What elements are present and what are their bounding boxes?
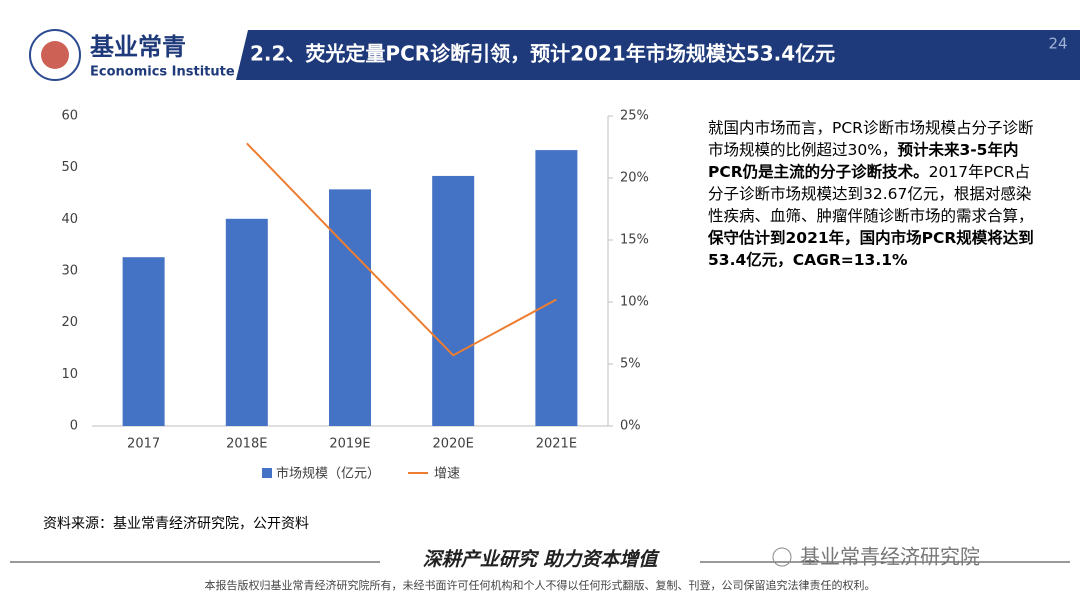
- bar: [225, 218, 268, 426]
- watermark: 基业常青经济研究院: [800, 545, 980, 569]
- y-tick-label: 40: [61, 212, 78, 227]
- text-run: 预计未来3-5年内PCR仍是主流的分子诊断技术。: [708, 141, 1019, 181]
- x-tick-label: 2019E: [329, 437, 370, 452]
- legend-swatch: [262, 468, 272, 478]
- logo-core: [41, 41, 69, 69]
- logo-cn: 基业常青: [90, 33, 186, 61]
- banner-edge: [232, 30, 248, 80]
- legend-label: 增速: [434, 467, 460, 482]
- line: [246, 142, 557, 357]
- bar: [432, 175, 475, 426]
- y2-tick-label: 15%: [620, 233, 649, 248]
- y-tick-label: 60: [61, 109, 78, 124]
- logo-en: Economics Institute: [90, 65, 235, 80]
- text-run: 就国内市场而言，PCR诊断市场规模占分子诊断市场规模的比例超过30%，: [708, 119, 1034, 159]
- bar: [122, 257, 165, 426]
- y2-tick-label: 10%: [620, 295, 649, 310]
- y2-tick-label: 20%: [620, 171, 649, 186]
- page-number: 24: [1048, 35, 1067, 53]
- slogan: 深耕产业研究 助力资本增值: [423, 549, 661, 571]
- text-run: 2017年PCR占分子诊断市场规模达到32.67亿元，根据对感染性疾病、血筛、肿…: [708, 163, 1034, 225]
- x-tick-label: 2017: [127, 437, 160, 452]
- source: 资料来源：基业常青经济研究院，公开资料: [43, 515, 309, 532]
- y-tick-label: 0: [70, 419, 78, 434]
- bar: [329, 189, 371, 426]
- x-tick-label: 2021E: [536, 437, 577, 452]
- y2-tick-label: 0%: [620, 419, 641, 434]
- title-banner: [232, 30, 1080, 80]
- bar: [535, 150, 578, 426]
- y-tick-label: 20: [61, 315, 78, 330]
- y2-tick-label: 5%: [620, 357, 641, 372]
- wechat-icon: [772, 547, 792, 567]
- x-tick-label: 2020E: [433, 437, 474, 452]
- x-tick-label: 2018E: [226, 437, 267, 452]
- y-tick-label: 50: [61, 160, 78, 175]
- legend-label: 市场规模（亿元）: [276, 466, 380, 482]
- text-run: 保守估计到2021年，国内市场PCR规模将达到53.4亿元，CAGR=13.1%: [708, 229, 1034, 269]
- y2-tick-label: 25%: [620, 109, 649, 124]
- footer: 本报告版权归基业常青经济研究院所有，未经书面许可任何机构和个人不得以任何形式翻版…: [205, 578, 876, 592]
- slide-title: 2.2、荧光定量PCR诊断引领，预计2021年市场规模达53.4亿元: [250, 42, 835, 66]
- y-tick-label: 30: [61, 264, 78, 279]
- description: 就国内市场而言，PCR诊断市场规模占分子诊断市场规模的比例超过30%，预计未来3…: [708, 117, 1038, 271]
- y-tick-label: 10: [61, 367, 78, 382]
